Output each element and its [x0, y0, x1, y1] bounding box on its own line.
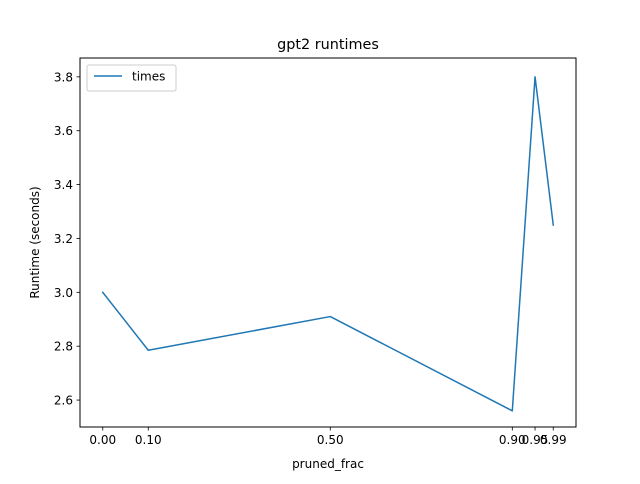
y-tick-label: 2.8 — [54, 340, 73, 354]
legend-box — [86, 64, 177, 92]
x-axis-label: pruned_frac — [292, 457, 364, 471]
legend: times — [86, 64, 177, 92]
y-tick-label: 3.2 — [54, 232, 73, 246]
x-tick-label: 0.90 — [499, 433, 526, 447]
chart-title: gpt2 runtimes — [277, 37, 379, 53]
x-tick-label: 0.00 — [89, 433, 116, 447]
x-axis-ticks: 0.00 0.10 0.50 0.900.950.99 — [89, 427, 567, 447]
y-tick-label: 3.4 — [54, 178, 73, 192]
plot-frame — [79, 57, 577, 428]
y-tick-label: 3.8 — [54, 70, 73, 84]
y-tick-label: 3.0 — [54, 286, 73, 300]
legend-label: times — [132, 70, 165, 84]
x-tick-label: 0.99 — [540, 433, 567, 447]
x-tick-label: 0.10 — [135, 433, 162, 447]
x-tick-label: 0.50 — [317, 433, 344, 447]
y-axis-label: Runtime (seconds) — [28, 186, 42, 298]
x-tick-label: 0.95 — [522, 433, 549, 447]
y-tick-label: 3.6 — [54, 124, 73, 138]
series-line-times — [101, 76, 555, 412]
y-axis-ticks: 2.6 2.8 3.0 3.2 3.4 3.6 3.8 — [54, 70, 80, 408]
y-tick-label: 2.6 — [54, 394, 73, 408]
series-layer — [101, 76, 555, 412]
